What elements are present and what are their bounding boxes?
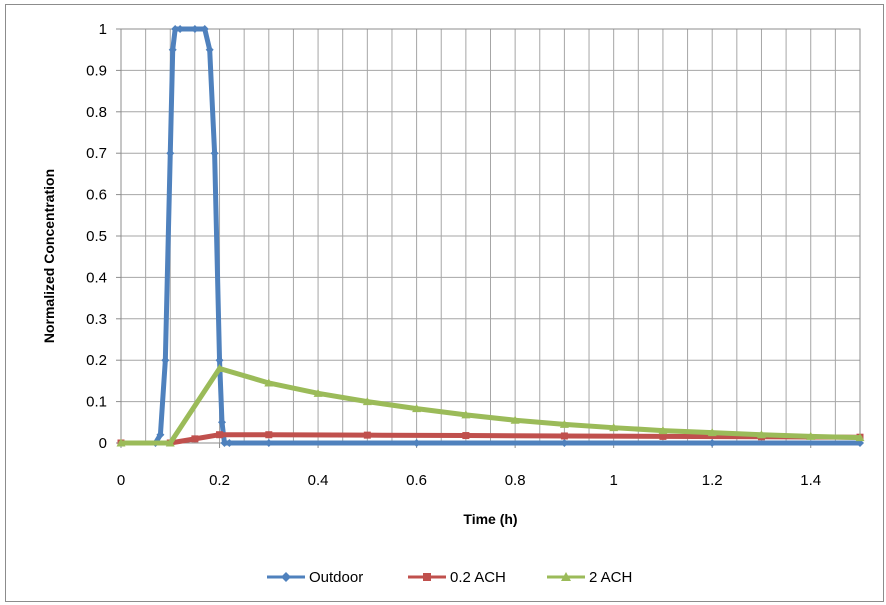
data-point — [215, 356, 224, 365]
y-tick-label: 0.1 — [86, 394, 107, 411]
data-point — [190, 25, 199, 33]
legend-item: 0.2 ACH — [408, 569, 506, 586]
series-line — [118, 365, 863, 446]
legend-marker — [423, 573, 431, 581]
data-point — [855, 433, 865, 442]
data-point — [559, 419, 569, 428]
y-axis-tick-labels: 0 0.1 0.2 0.3 0.4 0.5 0.6 0.7 0.8 0.9 1 — [86, 21, 121, 452]
y-tick-label: 0.2 — [86, 352, 107, 369]
data-point — [161, 356, 170, 365]
data-point — [217, 418, 226, 427]
x-axis-title: Time (h) — [463, 511, 517, 527]
y-tick-label: 0.5 — [86, 228, 107, 245]
legend-marker — [281, 572, 291, 582]
data-point — [166, 149, 175, 158]
data-point — [165, 438, 175, 447]
x-tick-label: 1.4 — [800, 472, 821, 489]
data-point — [560, 432, 568, 440]
data-point — [412, 404, 422, 413]
data-point — [708, 439, 717, 447]
y-tick-label: 0.8 — [86, 104, 107, 121]
data-point — [265, 431, 273, 439]
series-2-ach — [116, 363, 865, 447]
y-tick-label: 0.4 — [86, 269, 107, 286]
y-tick-label: 0.7 — [86, 145, 107, 162]
data-point — [210, 149, 219, 158]
x-axis-tick-labels: 0 0.2 0.4 0.6 0.8 1 1.2 1.4 — [117, 443, 821, 489]
data-point — [191, 435, 199, 443]
data-point — [510, 415, 520, 424]
data-point — [461, 410, 471, 419]
x-tick-label: 1 — [609, 472, 617, 489]
y-tick-label: 0.6 — [86, 187, 107, 204]
legend-item: 2 ACH — [547, 569, 632, 586]
series-layer — [116, 25, 865, 447]
y-tick-label: 0.9 — [86, 62, 107, 79]
data-point — [756, 430, 766, 439]
series-outdoor — [117, 25, 864, 447]
gridlines — [121, 28, 860, 443]
legend: Outdoor 0.2 ACH 2 ACH — [267, 569, 632, 586]
x-tick-label: 0.4 — [308, 472, 329, 489]
data-point — [560, 439, 569, 447]
data-point — [363, 431, 371, 439]
data-point — [462, 432, 470, 440]
data-point — [205, 45, 214, 54]
data-point — [225, 439, 234, 447]
x-tick-label: 0.6 — [406, 472, 427, 489]
legend-item: Outdoor — [267, 569, 363, 586]
data-point — [116, 438, 126, 447]
legend-label: 0.2 ACH — [450, 569, 506, 586]
data-point — [264, 378, 274, 387]
data-point — [168, 45, 177, 54]
data-point — [176, 25, 185, 33]
x-tick-label: 0.8 — [505, 472, 526, 489]
x-tick-label: 0.2 — [209, 472, 230, 489]
data-point — [220, 439, 229, 447]
x-tick-label: 1.2 — [702, 472, 723, 489]
y-tick-label: 0.3 — [86, 311, 107, 328]
data-point — [412, 439, 421, 447]
data-point — [609, 423, 619, 432]
y-axis-title: Normalized Concentration — [41, 169, 57, 343]
data-point — [171, 25, 180, 33]
y-tick-label: 1 — [99, 21, 107, 38]
data-point — [658, 426, 668, 435]
x-tick-label: 0 — [117, 472, 125, 489]
data-point — [659, 432, 667, 440]
data-point — [707, 428, 717, 437]
data-point — [200, 25, 209, 33]
legend-label: 2 ACH — [589, 569, 632, 586]
data-point — [313, 388, 323, 397]
y-tick-label: 0 — [99, 435, 107, 452]
data-point — [806, 431, 816, 440]
data-point — [362, 397, 372, 406]
chart-area — [5, 4, 884, 602]
legend-label: Outdoor — [309, 569, 363, 586]
data-point — [156, 430, 165, 439]
data-point — [216, 431, 224, 439]
legend-marker — [561, 572, 571, 581]
data-point — [264, 439, 273, 447]
data-point — [215, 363, 225, 372]
